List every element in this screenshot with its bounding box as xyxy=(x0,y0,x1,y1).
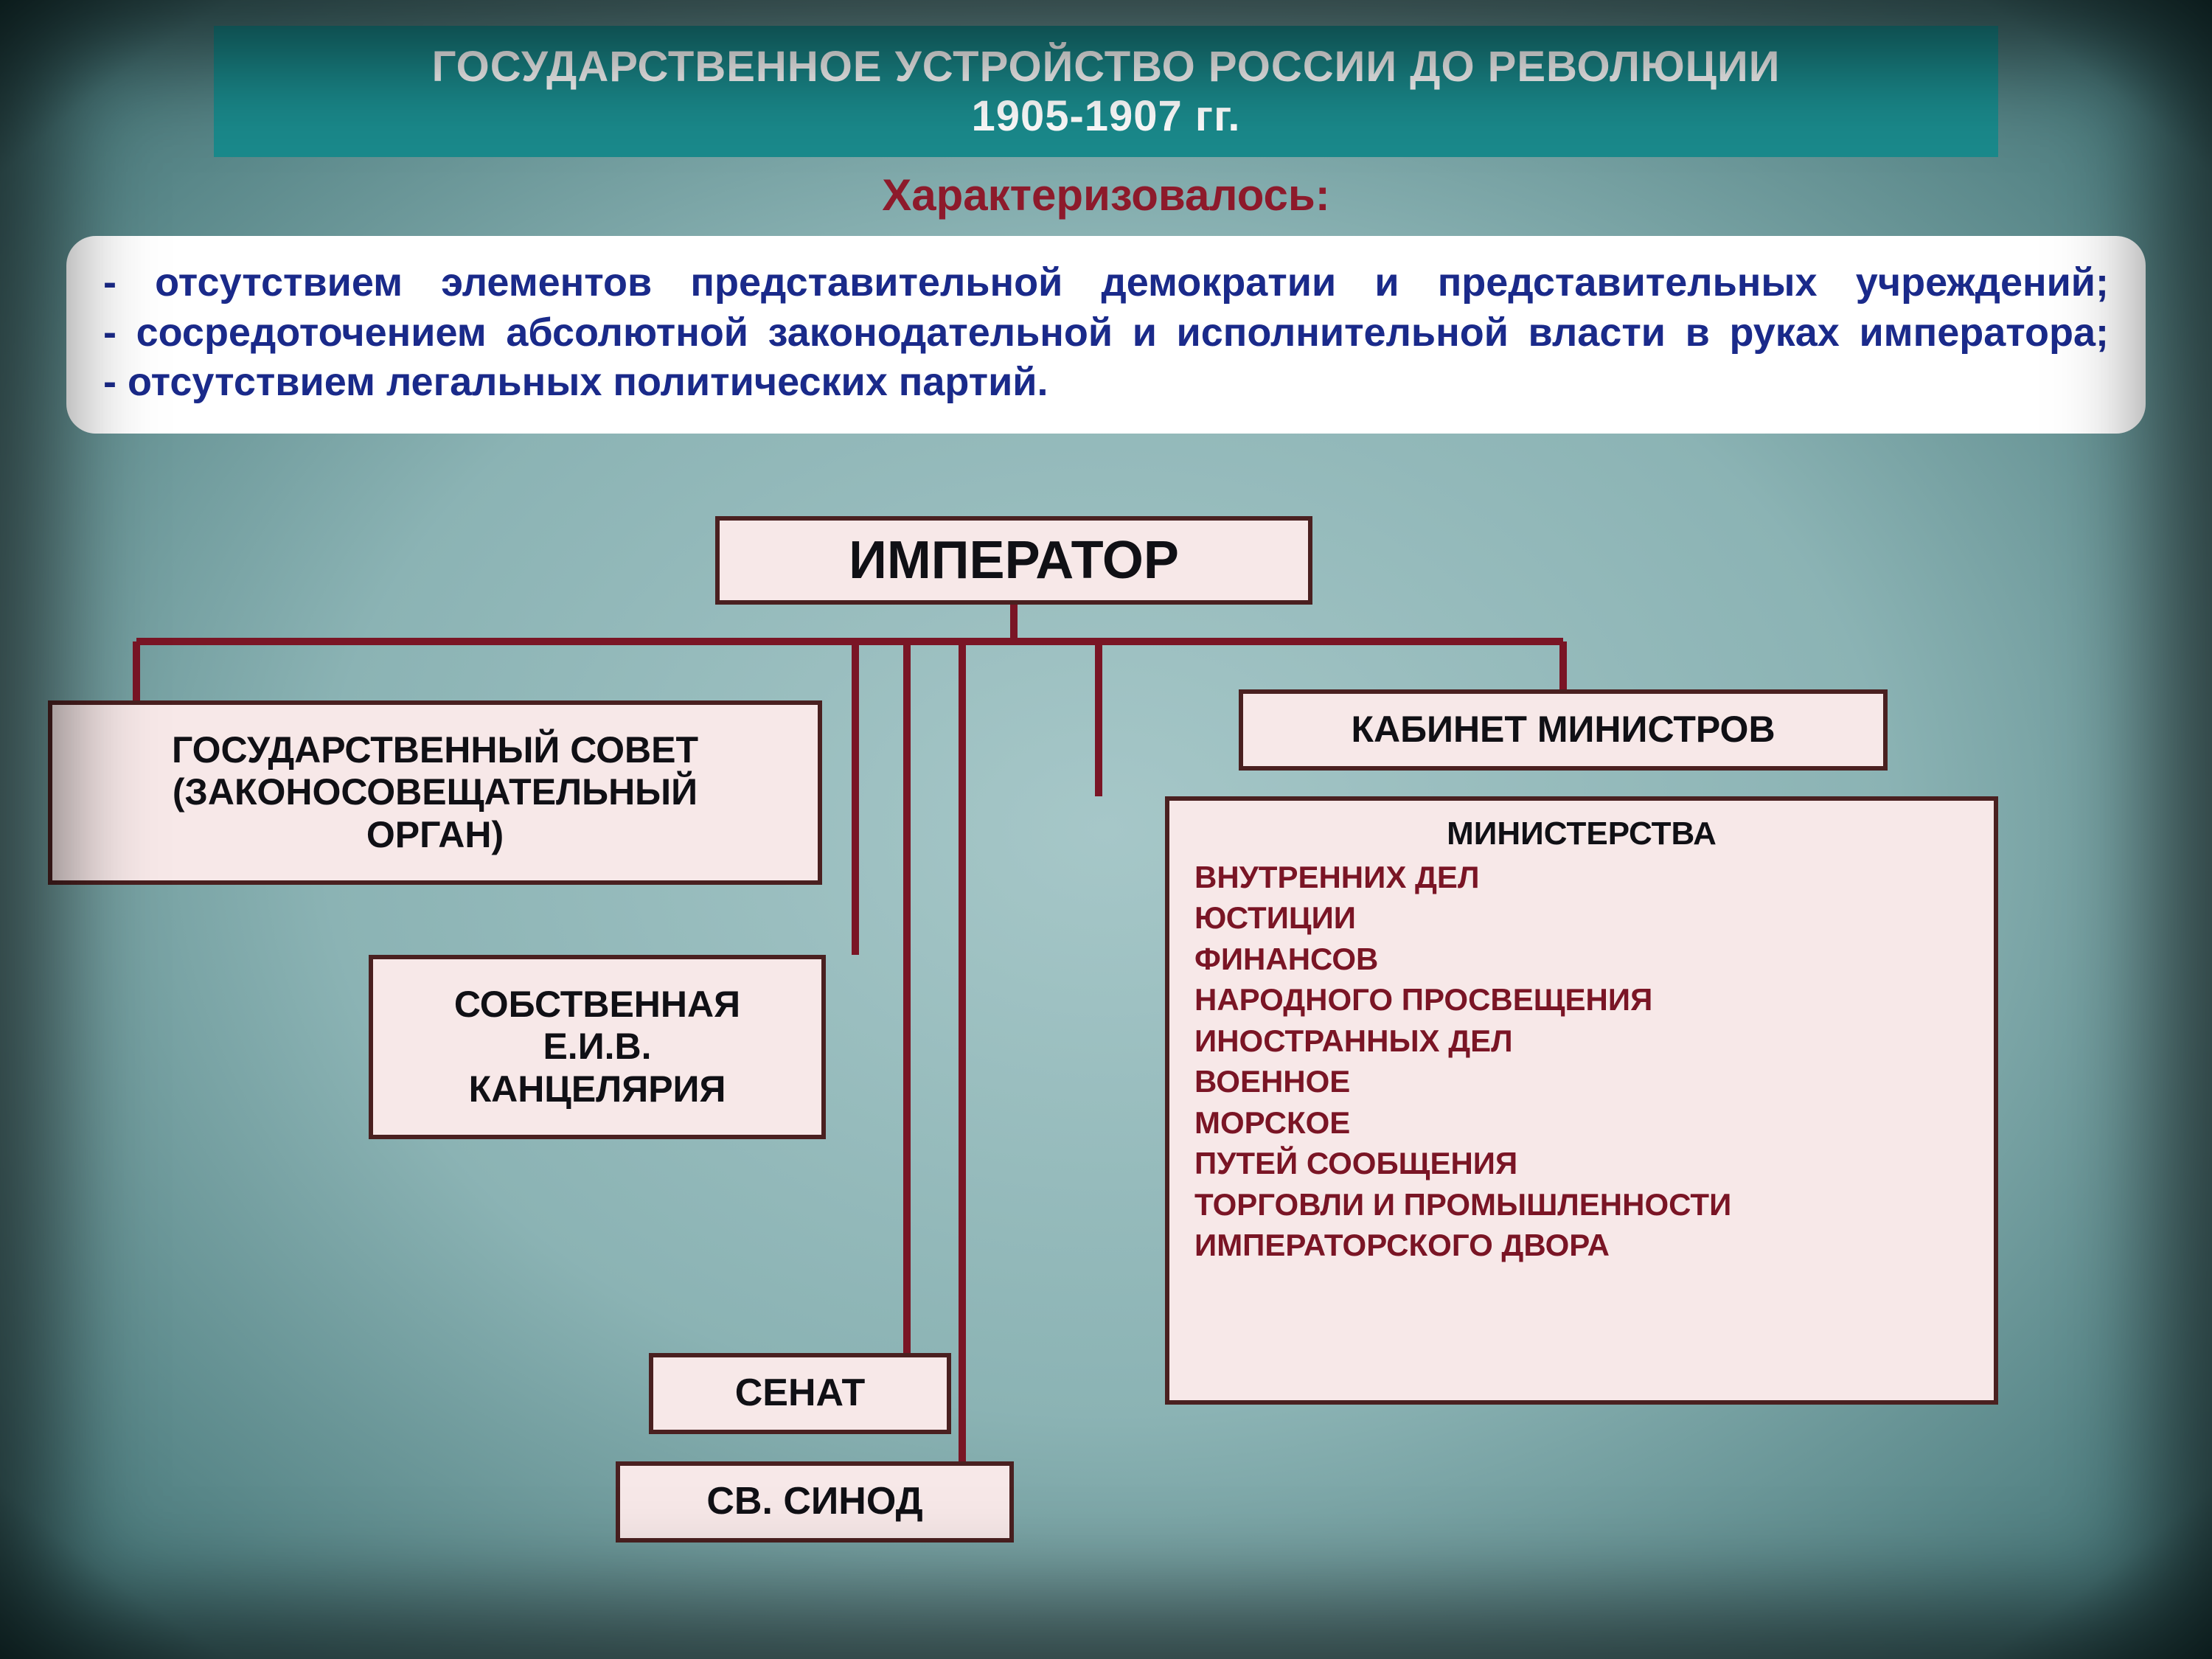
ministry-item: ФИНАНСОВ xyxy=(1194,939,1969,979)
node-council: ГОСУДАРСТВЕННЫЙ СОВЕТ (ЗАКОНОСОВЕЩАТЕЛЬН… xyxy=(48,700,822,885)
node-emperor: ИМПЕРАТОР xyxy=(715,516,1312,605)
ministry-item: ИМПЕРАТОРСКОГО ДВОРА xyxy=(1194,1225,1969,1265)
ministry-item: ИНОСТРАННЫХ ДЕЛ xyxy=(1194,1020,1969,1061)
node-chancery: СОБСТВЕННАЯ Е.И.В. КАНЦЕЛЯРИЯ xyxy=(369,955,826,1139)
subtitle: Характеризовалось: xyxy=(0,170,2212,220)
ministries-list: ВНУТРЕННИХ ДЕЛЮСТИЦИИФИНАНСОВНАРОДНОГО П… xyxy=(1194,857,1969,1265)
ministry-item: МОРСКОЕ xyxy=(1194,1102,1969,1143)
ministry-item: ВОЕННОЕ xyxy=(1194,1061,1969,1102)
ministry-item: ЮСТИЦИИ xyxy=(1194,897,1969,938)
characteristic-line: - отсутствием легальных политических пар… xyxy=(103,358,2109,408)
ministry-item: НАРОДНОГО ПРОСВЕЩЕНИЯ xyxy=(1194,979,1969,1020)
node-synod: СВ. СИНОД xyxy=(616,1461,1014,1543)
title-line2: 1905-1907 гг. xyxy=(243,91,1969,141)
node-cabinet: КАБИНЕТ МИНИСТРОВ xyxy=(1239,689,1888,771)
ministry-item: ТОРГОВЛИ И ПРОМЫШЛЕННОСТИ xyxy=(1194,1184,1969,1225)
title-banner: ГОСУДАРСТВЕННОЕ УСТРОЙСТВО РОССИИ ДО РЕВ… xyxy=(214,26,1998,157)
title-line1: ГОСУДАРСТВЕННОЕ УСТРОЙСТВО РОССИИ ДО РЕВ… xyxy=(243,42,1969,91)
ministry-item: ПУТЕЙ СООБЩЕНИЯ xyxy=(1194,1143,1969,1183)
node-senate: СЕНАТ xyxy=(649,1353,951,1434)
characteristic-line: - сосредоточением абсолютной законодател… xyxy=(103,308,2109,358)
ministries-title: МИНИСТЕРСТВА xyxy=(1194,815,1969,852)
ministry-item: ВНУТРЕННИХ ДЕЛ xyxy=(1194,857,1969,897)
characteristic-line: - отсутствием элементов представительной… xyxy=(103,258,2109,308)
ministries-box: МИНИСТЕРСТВА ВНУТРЕННИХ ДЕЛЮСТИЦИИФИНАНС… xyxy=(1165,796,1998,1405)
characteristics-box: - отсутствием элементов представительной… xyxy=(66,236,2146,434)
